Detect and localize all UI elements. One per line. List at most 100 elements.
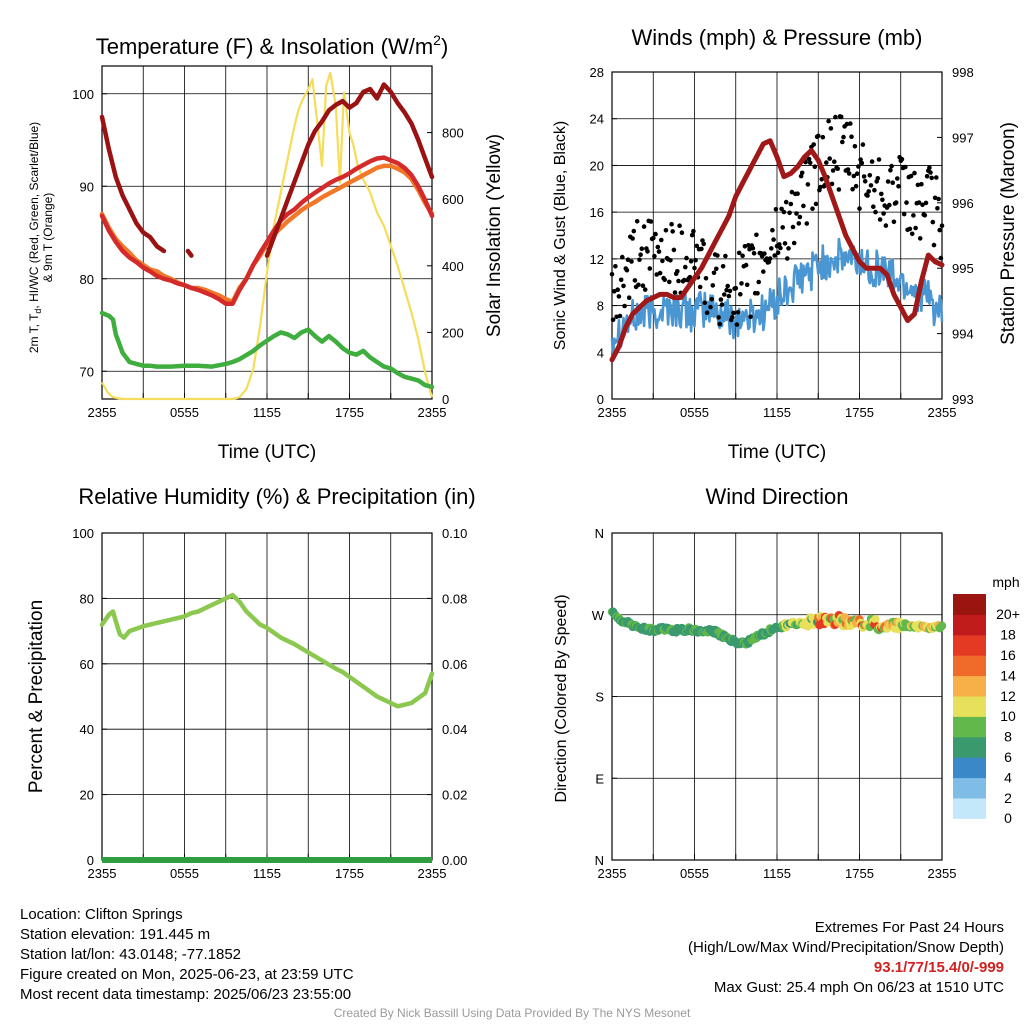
wind-y2label: Station Pressure (Maroon) [998, 122, 1019, 345]
wind-gust-point [931, 242, 937, 248]
colorbar-tick-9: 18 [1000, 627, 1016, 643]
dir-xtick-4: 2355 [928, 866, 957, 881]
station-elevation: Station elevation: 191.445 m [20, 926, 211, 943]
rh-ytick-0: 0 [87, 853, 94, 868]
wind-gust-point [645, 249, 650, 254]
wind-gust-point [917, 236, 923, 241]
dir-title: Wind Direction [705, 484, 848, 509]
wind-gust-point [667, 279, 672, 285]
wind-y2tick-2: 995 [952, 261, 974, 276]
wind-gust-point [844, 121, 850, 127]
wind-gust-point [805, 182, 811, 187]
rh-y2tick-1: 0.02 [442, 788, 467, 803]
wind-gust-point [934, 175, 939, 180]
wind-gust-point [826, 118, 831, 124]
wind-gust-point [854, 171, 860, 176]
wind-gust-point [885, 179, 891, 184]
wind-gust-point [727, 288, 733, 294]
wind-gust-point [912, 170, 917, 176]
wind-xtick-4: 2355 [928, 405, 957, 420]
wind-gust-point [769, 246, 774, 251]
wind-gust-point [871, 204, 876, 209]
dir-xtick-1: 0555 [680, 866, 709, 881]
wind-gust-point [621, 283, 626, 289]
colorbar-swatch-1 [953, 777, 986, 799]
wind-ytick-3: 12 [590, 252, 604, 267]
wind-gust-point [816, 133, 821, 139]
wind-gust-point [716, 315, 721, 320]
wind-gust-point [935, 206, 940, 211]
station-latlon: Station lat/lon: 43.0148; -77.1852 [20, 946, 242, 963]
colorbar-swatch-3 [953, 736, 986, 758]
wind-gust-point [672, 290, 678, 295]
wind-gust-point [857, 206, 862, 211]
dir-point [937, 621, 947, 630]
colorbar-tick-7: 14 [1000, 667, 1016, 683]
temp-y2tick-3: 600 [442, 192, 464, 207]
wind-gust-point [735, 310, 741, 315]
wind-gust-point [801, 203, 806, 209]
wind-gust-point [824, 160, 829, 165]
colorbar-swatch-7 [953, 655, 986, 677]
temp-series-heat_index [99, 82, 435, 258]
temp-xtick-4: 2355 [418, 405, 447, 420]
extremes-info: Extremes For Past 24 Hours (High/Low/Max… [688, 918, 1004, 998]
wind-gust-point [811, 142, 816, 147]
wind-gust-point [610, 317, 616, 323]
wind-gust-point [820, 134, 826, 140]
wind-gust-point [876, 157, 882, 162]
rh-y2tick-4: 0.08 [442, 591, 467, 606]
wind-gust-point [872, 187, 877, 193]
wind-gust-point [832, 159, 837, 164]
wind-gust-point [911, 213, 916, 218]
wind-gust-point [725, 283, 730, 289]
colorbar-swatch-5 [953, 696, 986, 717]
wind-gust-point [663, 228, 669, 233]
temp-ytick-3: 100 [72, 87, 94, 102]
wind-gust-point [675, 269, 680, 274]
rh-ylabel: Percent & Precipitation [26, 600, 47, 793]
wind-gust-point [924, 174, 930, 179]
temp-y2tick-1: 200 [442, 325, 464, 340]
wind-gust-point [877, 217, 883, 222]
wind-gust-point [922, 213, 928, 218]
wind-gust-point [850, 186, 855, 192]
wind-gust-point [903, 164, 908, 170]
wind-gust-point [704, 310, 710, 316]
wind-gust-point [710, 283, 716, 288]
dir-ytick-2: S [595, 690, 604, 705]
colorbar-swatch-0 [953, 798, 986, 819]
wind-gust-point [907, 226, 913, 232]
wind-gust-point [890, 180, 895, 185]
colorbar-tick-8: 16 [1000, 647, 1016, 663]
wind-gust-point [875, 176, 881, 181]
wind-gust-point [778, 245, 783, 251]
wind-gust-point [791, 240, 797, 246]
wind-gust-point [939, 223, 945, 228]
colorbar-swatch-9 [953, 614, 986, 636]
wind-gust-point [730, 315, 735, 320]
wind-gust-point [756, 279, 761, 285]
wind-gust-point [795, 191, 800, 196]
temp-y2tick-0: 0 [442, 392, 449, 407]
wind-gust-point [861, 174, 867, 179]
dir-xtick-3: 1755 [845, 866, 874, 881]
temp-y2tick-2: 400 [442, 259, 464, 274]
temp-y2label: Solar Insolation (Yellow) [484, 134, 505, 337]
colorbar-swatch-4 [953, 716, 986, 738]
wind-gust-point [630, 236, 635, 241]
wind-gust-point [731, 310, 736, 316]
colorbar-tick-5: 10 [1000, 708, 1016, 724]
dir-points [607, 607, 947, 649]
wind-gust-point [888, 168, 893, 173]
wind-gust-point [681, 277, 687, 283]
wind-gust-point [620, 254, 625, 260]
wind-gust-point [797, 214, 803, 220]
colorbar-tick-4: 8 [1004, 729, 1012, 745]
wind-gust-point [652, 253, 657, 259]
wind-gust-point [786, 246, 791, 251]
rh-title: Relative Humidity (%) & Precipitation (i… [78, 484, 475, 509]
wind-gust-point [668, 258, 673, 263]
wind-gust-point [697, 284, 703, 290]
wind-gust-point [787, 210, 792, 216]
